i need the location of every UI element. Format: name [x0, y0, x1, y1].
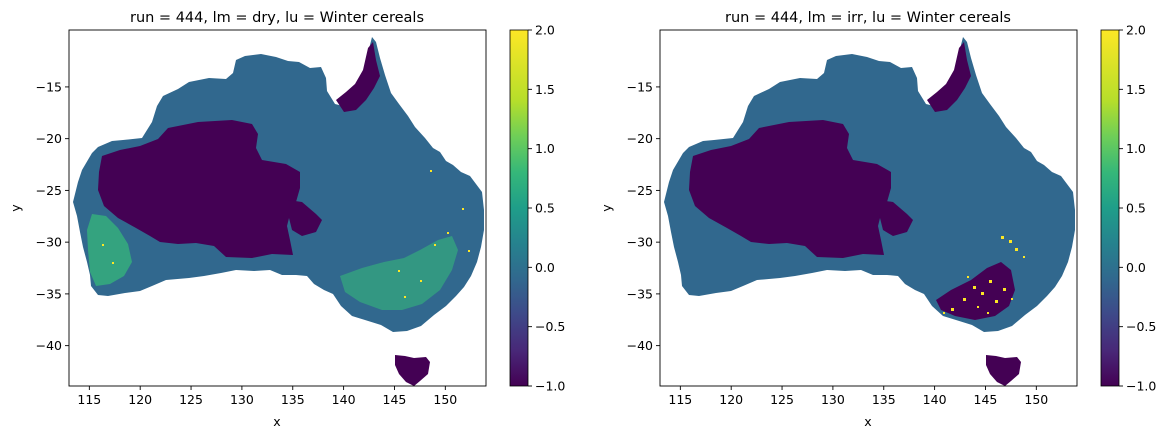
colorbar-tick-label: 1.0	[535, 141, 555, 156]
y-tick-label: −35	[36, 286, 62, 301]
x-axis-label-dry: x	[273, 414, 280, 429]
x-tick-label: 150	[433, 392, 457, 407]
y-tick-label: −40	[627, 338, 653, 353]
x-tick-label: 135	[281, 392, 305, 407]
x-tick-label: 125	[179, 392, 203, 407]
y-tick-label: −30	[627, 235, 653, 250]
y-tick-label: −40	[36, 338, 62, 353]
y-tick-label: −20	[627, 131, 653, 146]
chart-title-irr: run = 444, lm = irr, lu = Winter cereals	[725, 10, 1011, 26]
region-tasmania	[986, 355, 1021, 386]
colorbar-irr: −1.0 −0.5 0.0 0.5 1.0 1.5 2.0	[1100, 23, 1156, 394]
panel-irr: run = 444, lm = irr, lu = Winter cereals	[599, 10, 1156, 429]
x-tick-label: 150	[1024, 392, 1048, 407]
y-tick-label: −25	[36, 183, 62, 198]
colorbar-tick-label: −0.5	[535, 319, 565, 334]
colorbar-tick-label: 1.0	[1126, 141, 1146, 156]
y-tick-label: −30	[36, 235, 62, 250]
y-axis-dry: −15 −20 −25 −30 −35 −40	[36, 79, 69, 353]
x-axis-label-irr: x	[864, 414, 871, 429]
x-tick-label: 115	[668, 392, 692, 407]
region-irrigated-hotspots	[943, 236, 1025, 314]
x-tick-label: 140	[332, 392, 356, 407]
colorbar-tick-label: 0.0	[535, 260, 555, 275]
x-axis-dry: 115 120 125 130 135 140 145 150	[77, 386, 457, 407]
x-axis-irr: 115 120 125 130 135 140 145 150	[668, 386, 1048, 407]
panel-dry: run = 444, lm = dry, lu = Winter cereals…	[8, 10, 565, 429]
colorbar-tick-label: 2.0	[1126, 23, 1146, 38]
plot-area-dry	[73, 37, 484, 386]
y-axis-label-irr: y	[599, 204, 614, 212]
axes-frame-dry	[68, 29, 487, 387]
y-tick-label: −20	[36, 131, 62, 146]
x-tick-label: 135	[872, 392, 896, 407]
colorbar-gradient-dry	[509, 29, 529, 387]
speckle-dry	[102, 170, 470, 298]
x-tick-label: 145	[383, 392, 407, 407]
x-tick-label: 145	[974, 392, 998, 407]
colorbar-ticks-irr: −1.0 −0.5 0.0 0.5 1.0 1.5 2.0	[1119, 23, 1156, 394]
colorbar-tick-label: 2.0	[535, 23, 555, 38]
region-south-west-wheatbelt	[87, 214, 132, 286]
colorbar-tick-label: 1.5	[535, 82, 555, 97]
axes-frame-irr	[659, 29, 1078, 387]
region-murray-darling-victoria	[340, 236, 458, 310]
y-axis-label-dry: y	[8, 204, 23, 212]
colorbar-dry: −1.0 −0.5 0.0 0.5 1.0 1.5 2.0	[509, 23, 565, 394]
colorbar-tick-label: 0.5	[1126, 201, 1146, 216]
x-tick-label: 120	[719, 392, 743, 407]
colorbar-tick-label: 1.5	[1126, 82, 1146, 97]
y-axis-irr: −15 −20 −25 −30 −35 −40	[627, 79, 660, 353]
plot-area-irr	[664, 37, 1075, 386]
y-tick-label: −35	[627, 286, 653, 301]
colorbar-tick-label: 0.5	[535, 201, 555, 216]
x-tick-label: 140	[923, 392, 947, 407]
colorbar-tick-label: −1.0	[1126, 379, 1156, 394]
colorbar-tick-label: 0.0	[1126, 260, 1146, 275]
x-tick-label: 130	[821, 392, 845, 407]
x-tick-label: 120	[128, 392, 152, 407]
x-tick-label: 130	[230, 392, 254, 407]
chart-title-dry: run = 444, lm = dry, lu = Winter cereals	[130, 10, 424, 26]
x-tick-label: 125	[770, 392, 794, 407]
colorbar-tick-label: −1.0	[535, 379, 565, 394]
colorbar-tick-label: −0.5	[1126, 319, 1156, 334]
x-tick-label: 115	[77, 392, 101, 407]
y-tick-label: −15	[36, 79, 62, 94]
region-murray-darling-irrigation	[936, 262, 1015, 320]
y-tick-label: −25	[627, 183, 653, 198]
colorbar-gradient-irr	[1100, 29, 1120, 387]
colorbar-ticks-dry: −1.0 −0.5 0.0 0.5 1.0 1.5 2.0	[528, 23, 565, 394]
region-tasmania	[395, 355, 430, 386]
y-tick-label: −15	[627, 79, 653, 94]
